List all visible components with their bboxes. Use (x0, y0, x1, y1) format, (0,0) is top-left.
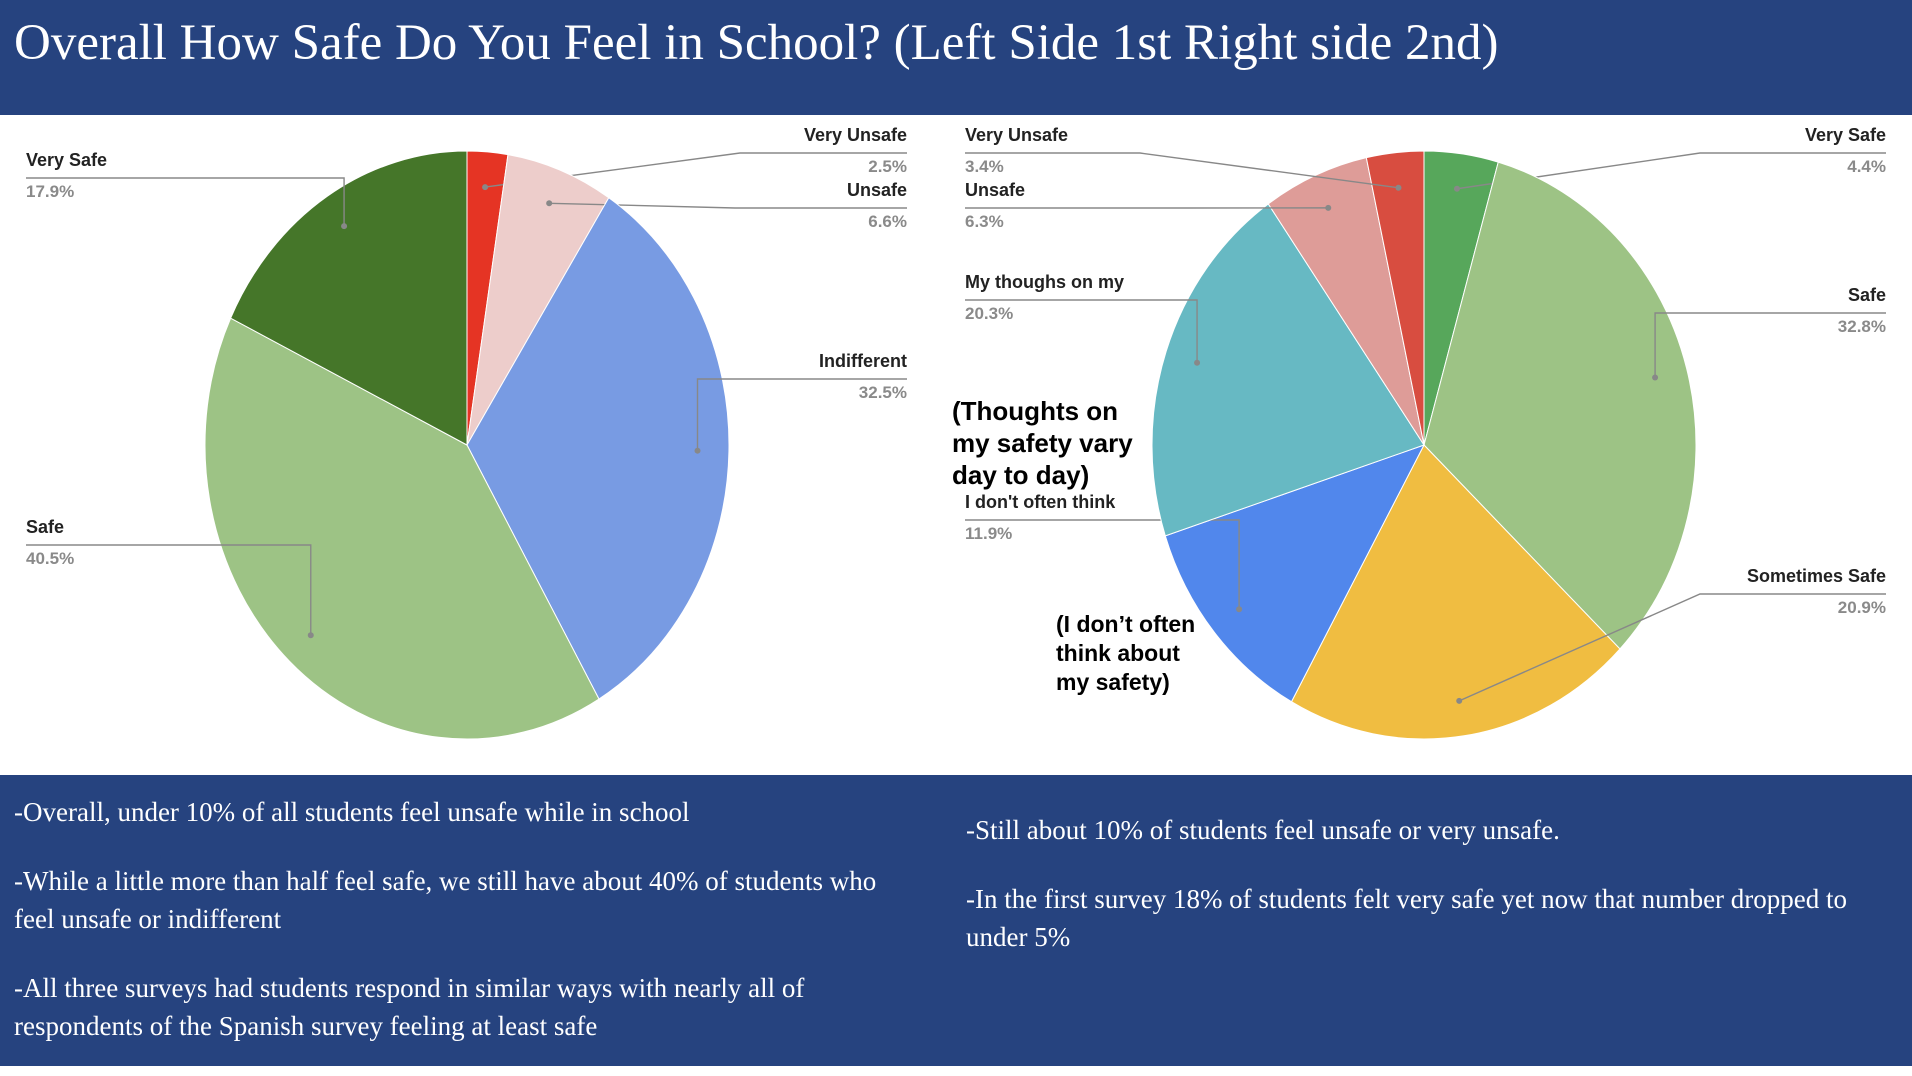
leader-dot-safe (308, 632, 314, 638)
slice-value-very-safe: 4.4% (1847, 157, 1886, 176)
annotation-2-line-1: (I don’t often (1056, 611, 1195, 637)
annotation-2-line-3: my safety) (1056, 669, 1170, 695)
slice-label-very-unsafe: Very Unsafe (965, 125, 1068, 145)
note-left-1: -Overall, under 10% of all students feel… (14, 793, 914, 831)
slice-value-very-unsafe: 3.4% (965, 157, 1004, 176)
slice-label-unsafe: Unsafe (965, 180, 1025, 200)
leader-dot-very-unsafe (1395, 185, 1401, 191)
slice-value-indifferent: 32.5% (859, 383, 907, 402)
slice-label-safe: Safe (26, 517, 64, 537)
annotation-1-line-2: my safety vary (952, 428, 1133, 458)
notes-right: -Still about 10% of students feel unsafe… (966, 811, 1886, 987)
slice-value-sometimes-safe: 20.9% (1838, 598, 1886, 617)
slice-label-my-thoughs-on-my: My thoughs on my (965, 272, 1124, 292)
page-title: Overall How Safe Do You Feel in School? … (14, 14, 1499, 72)
leader-dot-unsafe (546, 200, 552, 206)
notes-left: -Overall, under 10% of all students feel… (14, 793, 914, 1076)
leader-dot-my-thoughs-on-my (1194, 360, 1200, 366)
slice-label-indifferent: Indifferent (819, 351, 907, 371)
leader-dot-very-unsafe (482, 184, 488, 190)
leader-dot-safe (1652, 375, 1658, 381)
slice-value-very-safe: 17.9% (26, 182, 74, 201)
pie-charts: Very Unsafe 2.5% Unsafe 6.6% Indifferent 32.5… (0, 115, 1912, 775)
note-left-3: -All three surveys had students respond … (14, 969, 914, 1045)
leader-dot-very-safe (1454, 186, 1460, 192)
slice-value-safe: 40.5% (26, 549, 74, 568)
slice-label-sometimes-safe: Sometimes Safe (1747, 566, 1886, 586)
note-left-2: -While a little more than half feel safe… (14, 862, 914, 938)
notes-panel: -Overall, under 10% of all students feel… (0, 775, 1912, 1066)
slice-label-i-don-t-often-think: I don't often think (965, 492, 1116, 512)
slice-value-unsafe: 6.6% (868, 212, 907, 231)
annotation-2-line-2: think about (1056, 640, 1180, 666)
slice-value-very-unsafe: 2.5% (868, 157, 907, 176)
charts-panel: Very Unsafe 2.5% Unsafe 6.6% Indifferent 32.5… (0, 115, 1912, 775)
slice-value-i-don-t-often-think: 11.9% (965, 524, 1012, 543)
leader-dot-very-safe (341, 223, 347, 229)
annotation-1-line-1: (Thoughts on (952, 396, 1118, 426)
slice-value-unsafe: 6.3% (965, 212, 1004, 231)
slice-label-very-safe: Very Safe (1805, 125, 1886, 145)
annotation-1-line-3: day to day) (952, 460, 1089, 490)
leader-dot-sometimes-safe (1456, 698, 1462, 704)
slice-value-my-thoughs-on-my: 20.3% (965, 304, 1013, 323)
slice-label-very-safe: Very Safe (26, 150, 107, 170)
leader-dot-unsafe (1325, 205, 1331, 211)
title-bar: Overall How Safe Do You Feel in School? … (0, 0, 1912, 115)
note-right-2: -In the first survey 18% of students fel… (966, 880, 1886, 956)
leader-dot-indifferent (695, 448, 701, 454)
slice-label-very-unsafe: Very Unsafe (804, 125, 907, 145)
slice-label-unsafe: Unsafe (847, 180, 907, 200)
slice-label-safe: Safe (1848, 285, 1886, 305)
note-right-1: -Still about 10% of students feel unsafe… (966, 811, 1886, 849)
leader-dot-i-don-t-often-think (1236, 606, 1242, 612)
slice-value-safe: 32.8% (1838, 317, 1886, 336)
